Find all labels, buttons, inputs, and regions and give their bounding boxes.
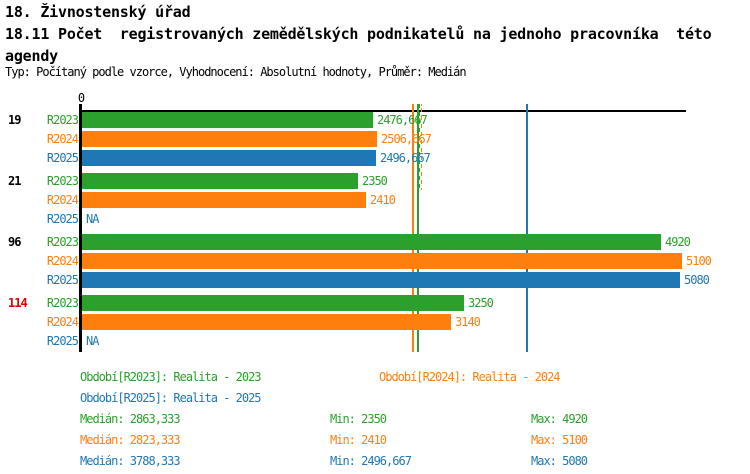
median-line-r2025 [526,104,528,352]
series-label: R2023 [46,235,79,249]
series-label: R2024 [46,254,79,268]
bar-row: R2024 5100 [0,253,750,269]
stat-max-r2023: Max: 4920 [531,412,588,426]
bar [82,192,366,208]
bar-row: 114 R2023 3250 [0,295,750,311]
bar-row: R2025 5080 [0,272,750,288]
series-label: R2025 [46,212,79,226]
stat-median-r2023: Medián: 2863,333 [80,412,181,426]
series-label: R2023 [46,174,79,188]
bar-row: R2025 NA [0,211,750,227]
median-line-r2024 [412,104,414,352]
stat-max-r2025: Max: 5080 [531,454,588,468]
series-label: R2024 [46,315,79,329]
dashed-marker-line [421,104,422,190]
bar-value-label: 2350 [362,174,388,188]
x-axis-line [79,110,686,112]
group-label: 21 [8,174,21,188]
stat-median-r2025: Medián: 3788,333 [80,454,181,468]
bar [82,272,680,288]
bar [82,253,682,269]
na-label: NA [86,334,99,348]
indicator-title-line1: 18.11 Počet registrovaných zemědělských … [5,25,712,43]
bar-row: R2024 3140 [0,314,750,330]
series-label: R2023 [46,296,79,310]
series-label: R2024 [46,132,79,146]
bar-row: R2025 2496,667 [0,150,750,166]
median-line-r2023 [417,104,419,352]
series-label: R2025 [46,334,79,348]
legend-item-r2023: Období[R2023]: Realita - 2023 [80,370,262,384]
bar-row: R2024 2506,667 [0,131,750,147]
axis-zero-label: 0 [77,91,85,105]
bar-value-label: 3140 [455,315,481,329]
indicator-meta: Typ: Počítaný podle vzorce, Vyhodnocení:… [5,65,467,79]
series-label: R2025 [46,151,79,165]
y-axis-line [79,104,82,352]
bar-value-label: 3250 [468,296,494,310]
bar-row: R2024 2410 [0,192,750,208]
bar-chart: 0 19 R2023 2476,667 R2024 2506,667 R2025 2496,… [0,88,750,378]
stat-min-r2025: Min: 2496,667 [330,454,412,468]
series-label: R2023 [46,113,79,127]
bar-row: 96 R2023 4920 [0,234,750,250]
bar [82,234,661,250]
bar-row: 21 R2023 2350 [0,173,750,189]
legend-item-r2024: Období[R2024]: Realita - 2024 [379,370,561,384]
stat-median-r2024: Medián: 2823,333 [80,433,181,447]
stat-min-r2023: Min: 2350 [330,412,387,426]
dashed-marker-line [419,104,420,190]
bar-value-label: 2506,667 [381,132,432,146]
bar-value-label: 2496,667 [380,151,431,165]
group-label: 114 [8,296,28,310]
bar [82,295,464,311]
bar-value-label: 5080 [684,273,710,287]
bar-row: R2025 NA [0,333,750,349]
bar-value-label: 2476,667 [377,113,428,127]
bar-value-label: 4920 [665,235,691,249]
stat-min-r2024: Min: 2410 [330,433,387,447]
bar [82,314,451,330]
series-label: R2024 [46,193,79,207]
stat-max-r2024: Max: 5100 [531,433,588,447]
bar-value-label: 5100 [686,254,712,268]
group-label: 96 [8,235,21,249]
bar [82,150,376,166]
bar-row: 19 R2023 2476,667 [0,112,750,128]
legend-item-r2025: Období[R2025]: Realita - 2025 [80,391,262,405]
bar [82,131,377,147]
bar [82,173,358,189]
bar-value-label: 2410 [370,193,396,207]
section-title: 18. Živnostenský úřad [5,3,191,21]
bar [82,112,373,128]
series-label: R2025 [46,273,79,287]
group-label: 19 [8,113,21,127]
na-label: NA [86,212,99,226]
indicator-title-line2: agendy [5,47,58,65]
